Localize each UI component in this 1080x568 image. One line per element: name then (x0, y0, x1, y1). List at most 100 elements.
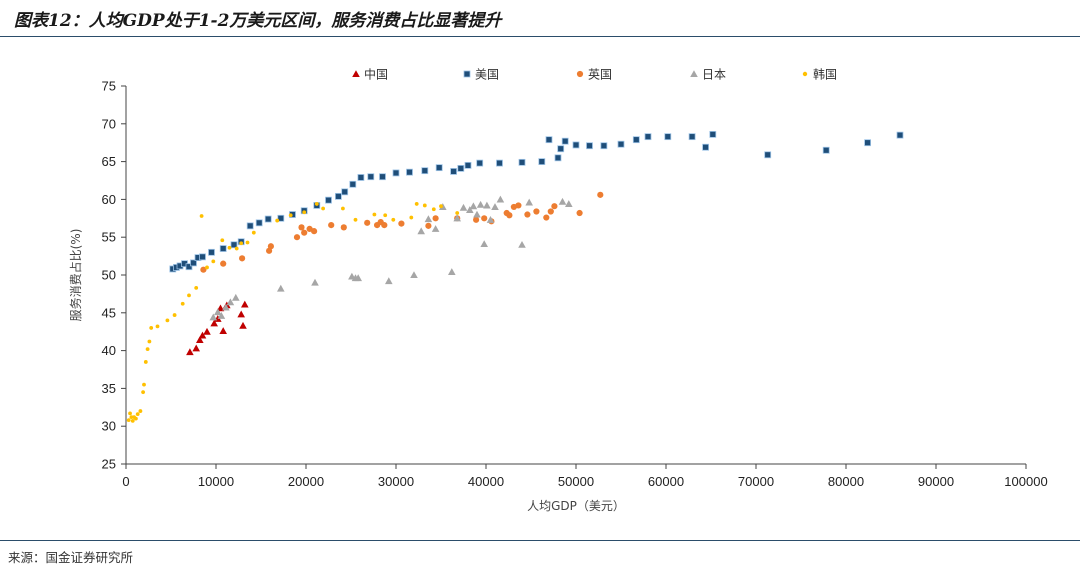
data-point (538, 158, 546, 165)
data-point (246, 222, 254, 230)
data-point (172, 313, 177, 317)
data-point (245, 240, 250, 245)
data-point (524, 211, 531, 218)
data-point (586, 142, 593, 150)
data-point (241, 300, 249, 308)
data-point (143, 360, 148, 364)
data-point (186, 348, 194, 356)
data-point (209, 313, 218, 321)
data-point (251, 230, 256, 235)
data-point (340, 224, 347, 231)
data-point (398, 220, 405, 227)
data-point (600, 142, 608, 150)
legend-label: 英国 (588, 68, 612, 82)
data-point (194, 285, 199, 290)
data-point (135, 412, 140, 417)
data-point (264, 215, 272, 223)
data-point (203, 327, 211, 335)
data-point (220, 238, 225, 243)
data-point (357, 174, 365, 181)
data-point (483, 201, 491, 209)
data-point (496, 195, 505, 203)
data-point (216, 304, 225, 312)
data-point (709, 130, 717, 138)
data-point (421, 167, 429, 175)
data-point (142, 382, 146, 387)
y-tick-label: 55 (102, 230, 116, 245)
data-point (533, 208, 540, 215)
data-point (545, 136, 553, 144)
x-tick-label: 100000 (1004, 474, 1047, 489)
data-point (353, 217, 358, 222)
data-point (392, 169, 400, 177)
data-point (406, 168, 413, 176)
scatter-chart: 中国 美国 英国 日本 韩国 25 30 35 40 45 50 55 60 65 70 75 0 10000… (68, 67, 1048, 514)
data-point (469, 202, 478, 210)
data-point (219, 327, 227, 334)
data-point (424, 215, 433, 223)
data-point (217, 312, 226, 319)
data-point (702, 143, 709, 151)
data-point (293, 234, 301, 241)
data-point (422, 203, 427, 208)
data-point (864, 139, 871, 147)
data-point (138, 409, 143, 413)
data-point (476, 200, 485, 208)
data-point (192, 344, 200, 352)
data-point (381, 222, 388, 229)
data-point (219, 245, 227, 252)
y-axis-label: 服务消费占比(%) (68, 229, 83, 322)
y-tick-label: 35 (102, 381, 116, 396)
data-point (288, 213, 293, 218)
data-point (341, 188, 349, 196)
data-point (572, 141, 580, 149)
data-point (644, 133, 652, 141)
data-point (277, 284, 285, 292)
data-point (141, 390, 146, 395)
data-point (473, 210, 481, 218)
legend-marker (576, 70, 584, 78)
data-point (311, 228, 318, 235)
data-point (379, 173, 386, 181)
footer-divider (0, 540, 1080, 541)
data-point (190, 259, 197, 267)
data-point (597, 191, 604, 198)
data-point (232, 293, 240, 301)
data-point (302, 210, 307, 215)
data-point (237, 310, 245, 318)
x-tick-label: 10000 (198, 474, 234, 489)
legend-marker (352, 70, 360, 78)
data-point (518, 158, 526, 166)
data-point (455, 211, 460, 215)
data-point (450, 168, 458, 175)
data-point (199, 253, 206, 261)
data-point (554, 154, 562, 162)
data-point (277, 214, 285, 222)
data-point (198, 331, 207, 339)
data-point (557, 145, 565, 153)
data-point (435, 164, 443, 172)
data-point (149, 326, 154, 330)
data-point (311, 278, 319, 286)
data-point (632, 136, 640, 144)
data-point (822, 146, 830, 154)
data-point (214, 308, 222, 316)
data-point (301, 229, 308, 236)
legend-label: 美国 (475, 68, 499, 82)
data-point (457, 165, 465, 172)
data-point (515, 202, 522, 209)
y-tick-label: 60 (102, 192, 116, 207)
data-point (431, 225, 440, 232)
x-tick-label: 50000 (558, 474, 594, 489)
x-tick-label: 40000 (468, 474, 504, 489)
data-point (220, 260, 227, 267)
data-point (185, 263, 193, 271)
x-axis-label: 人均GDP（美元） (527, 499, 625, 513)
data-point (199, 214, 204, 218)
data-point (547, 208, 554, 215)
data-point (134, 416, 138, 421)
legend-label: 中国 (364, 67, 388, 82)
data-point (617, 140, 625, 148)
data-point (476, 159, 484, 167)
y-tick-label: 75 (102, 79, 116, 94)
